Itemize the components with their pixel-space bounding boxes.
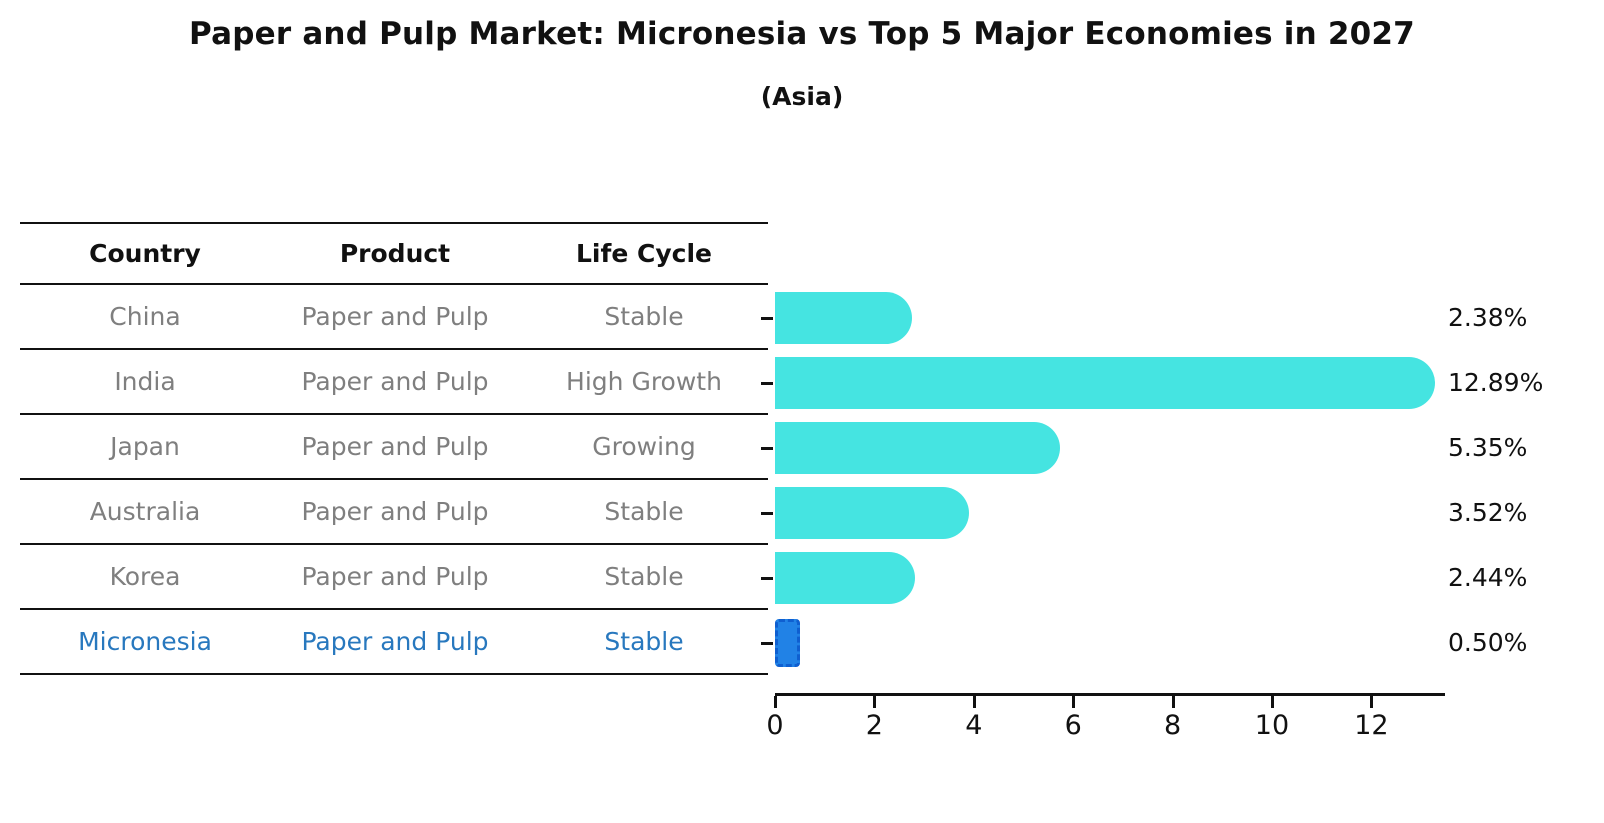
- cell-country: China: [109, 302, 181, 331]
- x-tick-label: 2: [865, 710, 883, 741]
- x-tick-mark: [873, 696, 877, 708]
- table-row: Japan Paper and Pulp Growing: [20, 415, 768, 480]
- bar-india: [775, 356, 1435, 409]
- cell-country: Australia: [89, 497, 201, 526]
- cell-life-cycle: Stable: [604, 627, 684, 656]
- column-header-country: Country: [89, 239, 201, 268]
- cell-product: Paper and Pulp: [301, 432, 489, 461]
- cell-country: Korea: [109, 562, 181, 591]
- column-header-product: Product: [339, 239, 451, 268]
- cell-life-cycle: High Growth: [566, 367, 722, 396]
- value-label-india: 12.89%: [1448, 367, 1544, 397]
- value-label-australia: 3.52%: [1448, 497, 1528, 527]
- x-tick-label: 4: [965, 710, 983, 741]
- x-tick-label: 0: [766, 710, 784, 741]
- cell-country: Japan: [110, 432, 180, 461]
- bar-china: [775, 291, 912, 344]
- x-tick-mark: [1072, 696, 1076, 708]
- x-tick-label: 12: [1354, 710, 1389, 741]
- y-axis-tick: [761, 381, 773, 385]
- bar-chart-plot-area: [761, 285, 1437, 675]
- cell-product: Paper and Pulp: [301, 302, 489, 331]
- cell-product: Paper and Pulp: [301, 497, 489, 526]
- chart-subtitle: (Asia): [760, 82, 844, 111]
- y-axis-tick: [761, 576, 773, 580]
- cell-product: Paper and Pulp: [301, 627, 489, 656]
- y-axis-tick: [761, 511, 773, 515]
- cell-life-cycle: Stable: [604, 497, 684, 526]
- country-table: Country Product Life Cycle China Paper an…: [20, 222, 768, 675]
- value-label-micronesia: 0.50%: [1448, 627, 1528, 657]
- y-axis-tick: [761, 446, 773, 450]
- y-axis-tick: [761, 641, 773, 645]
- bar-japan: [775, 421, 1060, 474]
- table-body: China Paper and Pulp Stable India Paper and …: [20, 285, 768, 675]
- cell-country: Micronesia: [78, 627, 212, 656]
- table-row: China Paper and Pulp Stable: [20, 285, 768, 350]
- cell-life-cycle: Stable: [604, 562, 684, 591]
- table-row: Australia Paper and Pulp Stable: [20, 480, 768, 545]
- x-tick-mark: [972, 696, 976, 708]
- x-tick-label: 6: [1064, 710, 1082, 741]
- table-row: Korea Paper and Pulp Stable: [20, 545, 768, 610]
- cell-country: India: [114, 367, 176, 396]
- x-tick-mark: [774, 696, 777, 708]
- bar-highlight-micronesia: [775, 618, 800, 667]
- value-label-china: 2.38%: [1448, 302, 1528, 332]
- x-tick-mark: [1270, 696, 1274, 708]
- cell-product: Paper and Pulp: [301, 367, 489, 396]
- x-tick-mark: [1171, 696, 1175, 708]
- table-row: India Paper and Pulp High Growth: [20, 350, 768, 415]
- x-tick-mark: [1370, 696, 1374, 708]
- cell-life-cycle: Stable: [604, 302, 684, 331]
- bar-korea: [775, 551, 915, 604]
- chart-title: Paper and Pulp Market: Micronesia vs Top…: [189, 16, 1415, 52]
- x-tick-label: 10: [1254, 710, 1290, 741]
- bar-australia: [775, 486, 969, 539]
- value-label-japan: 5.35%: [1448, 432, 1528, 462]
- value-label-korea: 2.44%: [1448, 562, 1528, 592]
- y-axis-tick: [761, 316, 773, 320]
- cell-life-cycle: Growing: [592, 432, 696, 461]
- x-axis-line: [775, 693, 1445, 696]
- table-header-row: Country Product Life Cycle: [20, 222, 768, 285]
- x-tick-label: 8: [1164, 710, 1182, 741]
- table-row: Micronesia Paper and Pulp Stable: [20, 610, 768, 675]
- cell-product: Paper and Pulp: [301, 562, 489, 591]
- column-header-life-cycle: Life Cycle: [575, 239, 713, 268]
